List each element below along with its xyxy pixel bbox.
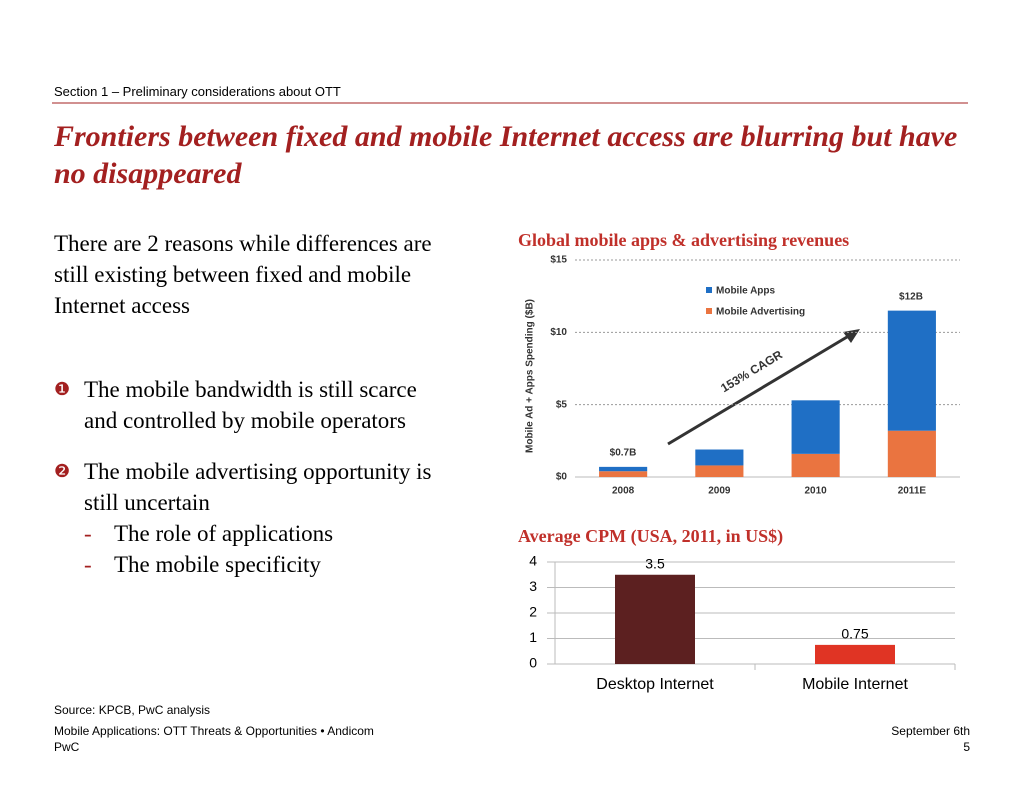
legend-swatch [706, 308, 712, 314]
y-tick-label: 2 [529, 604, 537, 620]
chart-title: Average CPM (USA, 2011, in US$) [518, 526, 783, 547]
sub-marker: - [84, 521, 92, 546]
bar [815, 644, 895, 664]
footer-date: September 6th [891, 724, 970, 738]
sub-text: The mobile specificity [114, 552, 321, 577]
x-tick-label: Desktop Internet [596, 676, 714, 693]
bar-segment [599, 466, 648, 472]
bar-segment [599, 471, 648, 477]
x-tick-label: Mobile Internet [802, 676, 908, 693]
cagr-arrow-head [843, 329, 860, 343]
annotation: $12B [899, 292, 923, 303]
y-tick-label: $0 [556, 472, 568, 483]
bullet-marker: ❷ [54, 461, 71, 481]
y-tick-label: $10 [550, 327, 567, 338]
x-tick-label: 2008 [612, 486, 635, 497]
legend-label: Mobile Apps [716, 286, 776, 297]
data-label: 0.75 [841, 626, 868, 642]
cagr-arrow [667, 332, 853, 446]
bar-segment [887, 430, 936, 477]
y-tick-label: $5 [556, 399, 568, 410]
y-axis-label: Mobile Ad + Apps Spending ($B) [525, 299, 536, 453]
chart-title: Global mobile apps & advertising revenue… [518, 230, 849, 250]
bar-segment [695, 449, 744, 466]
footer-page: 5 [963, 740, 970, 754]
bullet: ❷ The mobile advertising opportunity is s… [54, 456, 454, 580]
sub-bullet: - The mobile specificity [84, 549, 454, 580]
bullet-body: The mobile advertising opportunity is st… [84, 456, 454, 580]
bullet-text: The mobile advertising opportunity is st… [84, 459, 432, 515]
x-tick-label: 2011E [898, 486, 927, 497]
x-tick-label: 2010 [805, 486, 828, 497]
x-tick-label: 2009 [708, 486, 731, 497]
legend-label: Mobile Advertising [716, 307, 805, 318]
bullet-text: The mobile bandwidth is still scarce and… [84, 377, 417, 433]
bullet-body: The mobile bandwidth is still scarce and… [84, 374, 454, 436]
bar-segment [887, 310, 936, 431]
y-tick-label: 4 [529, 553, 537, 569]
bar [615, 574, 695, 664]
bullet: ❶ The mobile bandwidth is still scarce an… [54, 374, 454, 436]
bar-segment [695, 465, 744, 477]
y-tick-label: 3 [529, 578, 537, 594]
sub-marker: - [84, 552, 92, 577]
y-tick-label: 0 [529, 655, 537, 671]
bullets: ❶ The mobile bandwidth is still scarce an… [54, 374, 454, 600]
bar-segment [791, 400, 840, 454]
y-tick-label: $15 [550, 255, 567, 266]
footer-company: PwC [54, 740, 80, 754]
intro: There are 2 reasons while differences ar… [54, 231, 432, 318]
section: Section 1 – Preliminary considerations a… [54, 84, 341, 99]
legend-swatch [706, 287, 712, 293]
sub-text: The role of applications [114, 521, 334, 546]
sub-bullet: - The role of applications [84, 518, 454, 549]
title: Frontiers between fixed and mobile Inter… [54, 120, 958, 190]
y-tick-label: 1 [529, 629, 537, 645]
data-label: 3.5 [645, 555, 665, 571]
bar-segment [791, 453, 840, 477]
footer-left: Mobile Applications: OTT Threats & Oppor… [54, 724, 374, 738]
annotation: 153% CAGR [718, 347, 785, 395]
annotation: $0.7B [610, 448, 637, 459]
bullet-marker: ❶ [54, 379, 71, 399]
source: Source: KPCB, PwC analysis [54, 703, 211, 717]
